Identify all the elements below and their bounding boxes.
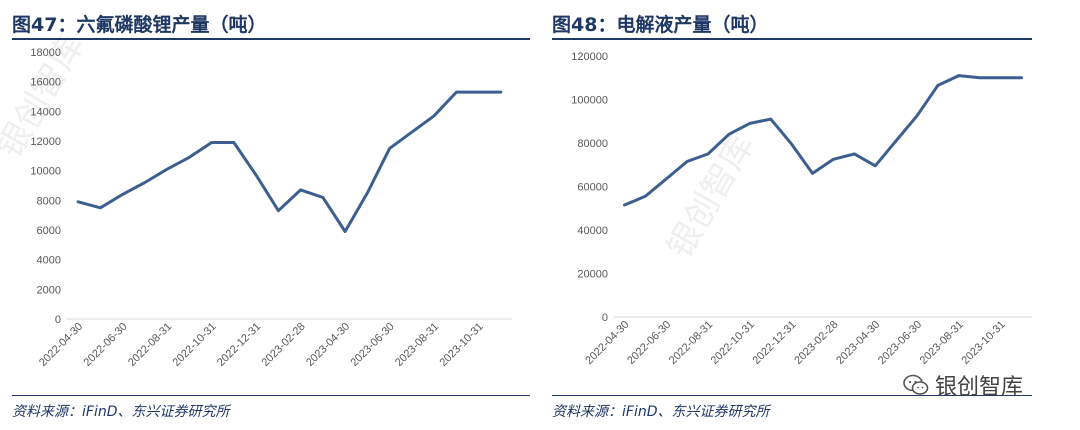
y-tick-label: 20000 bbox=[577, 269, 608, 281]
series-line bbox=[76, 90, 503, 233]
x-tick-label: 2022-12-31 bbox=[750, 319, 798, 367]
x-tick-label: 2023-08-31 bbox=[393, 321, 441, 369]
y-tick-label: 14000 bbox=[30, 106, 61, 118]
x-tick-label: 2023-10-31 bbox=[959, 319, 1007, 367]
y-tick-label: 4000 bbox=[37, 255, 61, 267]
chart-electrolyte-output: 0 20000 40000 60000 80000 100000 120000 2022-04… bbox=[571, 51, 1032, 367]
figure-title: 图48：电解液产量（吨） bbox=[552, 14, 769, 36]
series-line bbox=[623, 74, 1023, 207]
x-tick-label: 2023-08-31 bbox=[918, 319, 966, 367]
y-tick-label: 0 bbox=[602, 312, 608, 324]
x-tick-label: 2022-12-31 bbox=[215, 321, 263, 369]
y-tick-label: 100000 bbox=[571, 95, 608, 107]
y-tick-label: 40000 bbox=[577, 225, 608, 237]
figure-title: 图47：六氟磷酸锂产量（吨） bbox=[12, 14, 267, 36]
y-tick-label: 6000 bbox=[37, 225, 61, 237]
y-tick-label: 2000 bbox=[37, 284, 61, 296]
x-tick-label: 2022-08-31 bbox=[667, 319, 715, 367]
x-tick-label: 2022-10-31 bbox=[170, 321, 218, 369]
y-tick-label: 10000 bbox=[30, 166, 61, 178]
x-tick-label: 2023-04-30 bbox=[304, 321, 352, 369]
bottom-rule bbox=[12, 395, 530, 396]
x-tick-label: 2022-06-30 bbox=[625, 319, 673, 367]
y-tick-label: 120000 bbox=[571, 51, 608, 63]
wechat-badge: 银创智库 bbox=[903, 369, 1023, 401]
x-tick-label: 2022-06-30 bbox=[81, 321, 129, 369]
y-tick-label: 60000 bbox=[577, 182, 608, 194]
figure-panel-right: 图48：电解液产量（吨） 0 20000 40000 60000 80000 100000… bbox=[552, 0, 1032, 430]
y-tick-label: 18000 bbox=[30, 47, 61, 59]
y-tick-label: 8000 bbox=[37, 195, 61, 207]
x-tick-label: 2023-06-30 bbox=[876, 319, 924, 367]
y-tick-label: 16000 bbox=[30, 77, 61, 89]
title-rule bbox=[12, 38, 530, 40]
y-tick-label: 80000 bbox=[577, 138, 608, 150]
source-note: 资料来源：iFinD、东兴证券研究所 bbox=[12, 404, 230, 420]
source-note: 资料来源：iFinD、东兴证券研究所 bbox=[552, 404, 770, 420]
x-tick-label: 2023-06-30 bbox=[348, 321, 396, 369]
x-tick-label: 2023-04-30 bbox=[834, 319, 882, 367]
chart-lipf6-output: 0 2000 4000 6000 8000 10000 12000 14000 16000 180… bbox=[30, 47, 512, 369]
x-tick-label: 2022-04-30 bbox=[583, 319, 631, 367]
x-tick-label: 2022-08-31 bbox=[126, 321, 174, 369]
x-tick-label: 2022-04-30 bbox=[37, 321, 85, 369]
wechat-icon bbox=[903, 374, 929, 395]
x-tick-label: 2023-02-28 bbox=[259, 321, 307, 369]
x-tick-label: 2023-02-28 bbox=[792, 319, 840, 367]
wechat-account-name: 银创智库 bbox=[935, 375, 1024, 400]
x-tick-label: 2023-10-31 bbox=[437, 321, 485, 369]
figure-panel-left: 图47：六氟磷酸锂产量（吨） 0 2000 4000 6000 8000 10000 120… bbox=[12, 0, 530, 430]
x-tick-label: 2022-10-31 bbox=[709, 319, 757, 367]
bottom-rule bbox=[552, 395, 1032, 396]
y-tick-label: 0 bbox=[55, 314, 61, 326]
y-tick-label: 12000 bbox=[30, 136, 61, 148]
title-rule bbox=[552, 38, 1032, 40]
